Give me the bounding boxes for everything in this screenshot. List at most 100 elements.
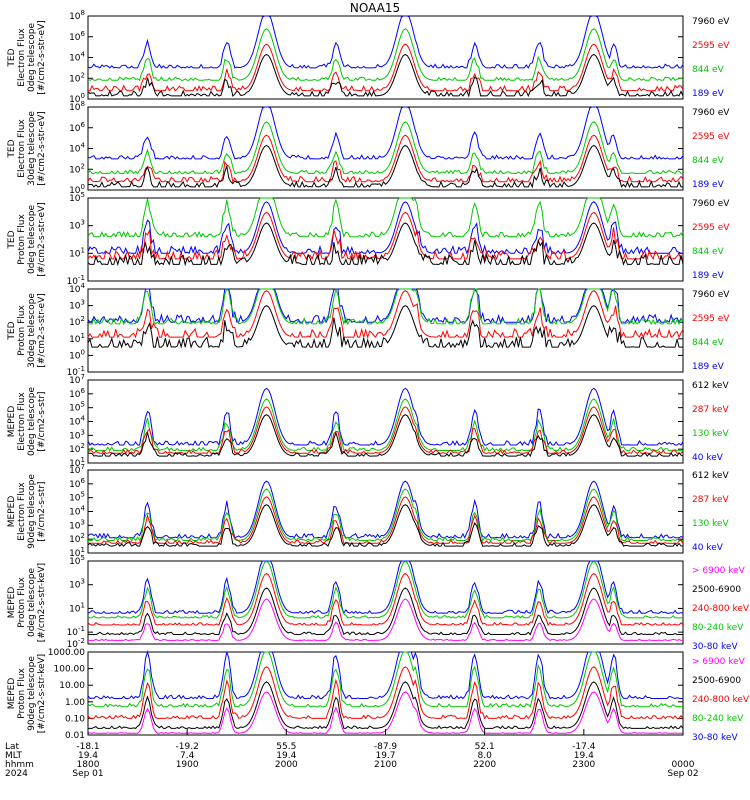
x-row-label: MLT: [5, 751, 23, 761]
series-trace: [88, 598, 683, 641]
y-axis-label: 0deg telescope: [27, 23, 37, 93]
y-tick-label: 100.00: [54, 665, 86, 675]
y-tick-label: 101: [69, 332, 85, 345]
series-trace: [88, 43, 684, 93]
y-axis-label: Proton Flux: [17, 214, 27, 265]
legend-entry: 189 eV: [692, 89, 725, 99]
y-axis-label: Proton Flux: [17, 668, 27, 719]
legend-entry: 40 keV: [692, 453, 724, 463]
y-axis-label: MEPED: [7, 587, 17, 619]
series-trace: [87, 144, 683, 189]
y-axis-label: TED: [7, 139, 17, 158]
legend-entry: 844 eV: [692, 247, 725, 257]
legend-entry: 844 eV: [692, 156, 725, 166]
y-axis-label: 0deg telescope: [27, 387, 37, 457]
y-tick-label: 0.01: [65, 731, 85, 741]
legend-entry: 2595 eV: [692, 41, 730, 51]
y-axis-label: [#/cm2-s-str-eV]: [37, 293, 47, 368]
legend-entry: 240-800 keV: [692, 604, 750, 614]
series-trace: [88, 287, 684, 326]
series-trace: [87, 287, 684, 324]
y-axis-label: TED: [7, 48, 17, 67]
y-axis-label: Electron Flux: [17, 482, 27, 541]
y-axis-label: MEPED: [7, 496, 17, 528]
y-axis-label: Electron Flux: [17, 119, 27, 178]
series-trace: [88, 681, 684, 730]
y-axis-label: [#/cm2-s-str]: [37, 481, 47, 541]
series-trace: [87, 480, 684, 540]
y-tick-label: 106: [69, 121, 85, 134]
legend-entry: 130 keV: [692, 429, 729, 439]
y-tick-label: 106: [69, 387, 85, 400]
y-axis-label: [#/cm2-s-str-eV]: [37, 111, 47, 186]
panel-frame: [87, 197, 684, 282]
x-row-value: 7.4: [180, 751, 195, 761]
y-axis-label: Proton Flux: [17, 305, 27, 356]
series-trace: [87, 222, 684, 267]
chart-title: NOAA15: [350, 1, 400, 15]
series-trace: [87, 651, 683, 708]
legend-entry: 130 keV: [692, 519, 729, 529]
y-tick-label: 100: [69, 348, 85, 361]
legend-entry: 40 keV: [692, 543, 724, 553]
y-tick-label: 105: [69, 491, 85, 504]
x-row-value: -19.2: [176, 742, 199, 752]
legend-entry: 2595 eV: [692, 314, 730, 324]
series-trace: [87, 290, 684, 339]
series-trace: [87, 587, 683, 636]
y-tick-label: 108: [69, 9, 85, 22]
y-axis-label: Electron Flux: [17, 392, 27, 451]
x-row-value: Sep 01: [72, 769, 103, 779]
y-axis-label: [#/cm2-s-str]: [37, 391, 47, 451]
series-trace: [87, 572, 684, 627]
panel-frame: [87, 651, 684, 736]
series-trace: [87, 121, 683, 175]
y-tick-label: 102: [69, 442, 85, 455]
panel-8: 0.01 0.10 1.00 10.00 100.00 1000.00 MEPED Proto…: [7, 648, 750, 743]
legend-entry: 612 keV: [692, 471, 729, 481]
legend-entry: 844 eV: [692, 65, 725, 75]
series-trace: [87, 387, 684, 447]
y-axis-label: 0deg telescope: [27, 205, 37, 275]
x-row-value: 2000: [275, 760, 298, 770]
legend-entry: 80-240 keV: [692, 714, 744, 724]
series-trace: [87, 134, 684, 184]
y-tick-label: 103: [69, 428, 85, 441]
y-axis-label: 90deg telescope: [27, 474, 37, 549]
time-axis-labels: Lat -18.1 -19.2 55.5 -87.9 52.1 -17.4 MLT 19.4 7.…: [5, 729, 699, 779]
series-trace: [87, 201, 683, 256]
y-axis-label: TED: [7, 230, 17, 249]
x-row-value: 8.0: [478, 751, 493, 761]
y-axis-label: 30deg telescope: [27, 111, 37, 186]
x-row-value: 19.4: [574, 751, 594, 761]
series-trace: [87, 305, 683, 349]
y-tick-label: 106: [69, 30, 85, 43]
y-tick-label: 103: [69, 578, 85, 591]
y-axis-label: 0deg telescope: [27, 568, 37, 638]
y-axis-label: Electron Flux: [17, 28, 27, 87]
y-axis-label: 30deg telescope: [27, 293, 37, 368]
series-trace: [87, 414, 684, 458]
y-tick-label: 102: [69, 315, 85, 328]
x-row-value: Sep 02: [667, 769, 698, 779]
series-trace: [87, 398, 683, 452]
y-tick-label: 104: [69, 51, 85, 64]
legend-entry: 7960 eV: [692, 17, 730, 27]
x-row-value: -17.4: [572, 742, 596, 752]
legend-entry: 287 keV: [692, 405, 729, 415]
legend-entry: 2500-6900: [692, 676, 741, 686]
legend-entry: 612 keV: [692, 381, 729, 391]
y-tick-label: 104: [69, 415, 85, 428]
legend-entry: 240-800 keV: [692, 695, 750, 705]
legend-entry: 2500-6900: [692, 585, 741, 595]
legend-entry: 2595 eV: [692, 132, 730, 142]
legend-entry: 7960 eV: [692, 290, 730, 300]
y-tick-label: 102: [69, 162, 85, 175]
y-tick-label: 105: [69, 401, 85, 414]
y-tick-label: 102: [69, 532, 85, 545]
